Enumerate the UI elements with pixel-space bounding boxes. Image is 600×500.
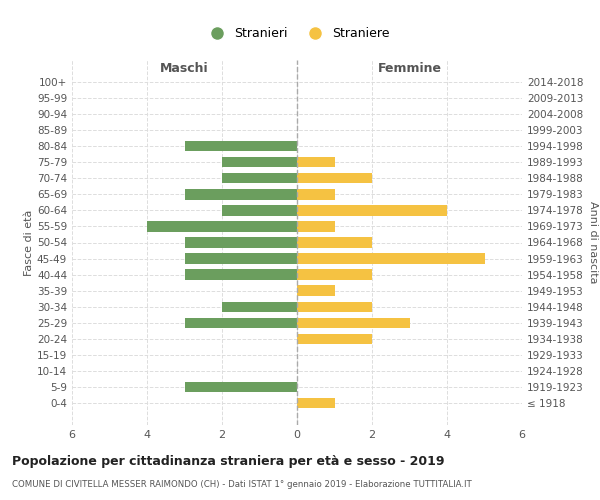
- Bar: [222, 173, 297, 184]
- Bar: [185, 238, 297, 248]
- Bar: [297, 157, 335, 168]
- Bar: [297, 334, 372, 344]
- Bar: [297, 398, 335, 408]
- Bar: [222, 205, 297, 216]
- Bar: [185, 141, 297, 152]
- Bar: [297, 221, 335, 232]
- Bar: [297, 238, 372, 248]
- Bar: [147, 221, 297, 232]
- Text: Femmine: Femmine: [377, 62, 442, 76]
- Bar: [297, 270, 372, 280]
- Text: COMUNE DI CIVITELLA MESSER RAIMONDO (CH) - Dati ISTAT 1° gennaio 2019 - Elaboraz: COMUNE DI CIVITELLA MESSER RAIMONDO (CH)…: [12, 480, 472, 489]
- Bar: [185, 254, 297, 264]
- Bar: [222, 157, 297, 168]
- Bar: [297, 173, 372, 184]
- Bar: [185, 189, 297, 200]
- Bar: [297, 302, 372, 312]
- Legend: Stranieri, Straniere: Stranieri, Straniere: [199, 22, 395, 46]
- Bar: [297, 286, 335, 296]
- Y-axis label: Fasce di età: Fasce di età: [24, 210, 34, 276]
- Bar: [297, 189, 335, 200]
- Bar: [297, 205, 447, 216]
- Text: Popolazione per cittadinanza straniera per età e sesso - 2019: Popolazione per cittadinanza straniera p…: [12, 455, 445, 468]
- Bar: [185, 270, 297, 280]
- Y-axis label: Anni di nascita: Anni di nascita: [587, 201, 598, 284]
- Bar: [297, 318, 409, 328]
- Text: Maschi: Maschi: [160, 62, 209, 76]
- Bar: [297, 254, 485, 264]
- Bar: [185, 382, 297, 392]
- Bar: [222, 302, 297, 312]
- Bar: [185, 318, 297, 328]
